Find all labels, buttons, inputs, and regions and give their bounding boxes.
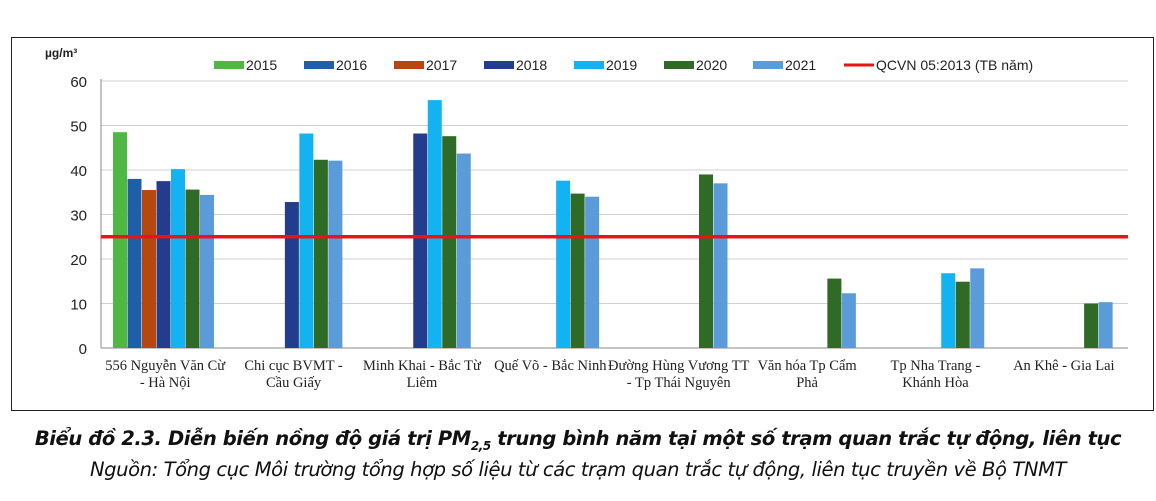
legend-swatch-2016 <box>304 61 334 69</box>
chart-caption-source: Nguồn: Tổng cục Môi trường tổng hợp số l… <box>90 458 1066 481</box>
bar-2021 <box>1098 302 1113 348</box>
bar-2021 <box>713 183 728 348</box>
bar-2021 <box>970 268 985 348</box>
bar-2018 <box>156 181 171 348</box>
x-category-label: - Tp Thái Nguyên <box>627 375 732 391</box>
x-category-label: Phả <box>796 375 818 391</box>
y-tick-label: 20 <box>70 252 87 269</box>
bar-2020 <box>1084 303 1099 348</box>
legend-swatch-2017 <box>394 61 424 69</box>
y-tick-label: 60 <box>70 74 87 91</box>
legend-label: 2015 <box>246 57 277 73</box>
chart-caption-title: Biểu đồ 2.3. Diễn biến nồng độ giá trị P… <box>34 427 1122 453</box>
bar-2020 <box>185 189 200 348</box>
bar-2020 <box>827 278 842 348</box>
legend-label: 2018 <box>516 57 547 73</box>
legend-label: 2016 <box>336 57 367 73</box>
bar-2021 <box>456 153 471 348</box>
bar-2020 <box>699 174 713 348</box>
bar-2020 <box>442 136 457 348</box>
bar-2021 <box>841 293 856 348</box>
y-unit-label: µg/m³ <box>45 46 77 60</box>
x-category-label: An Khê - Gia Lai <box>1013 358 1114 374</box>
y-tick-label: 40 <box>70 163 87 180</box>
legend-label: 2020 <box>696 57 727 73</box>
legend-swatch-2019 <box>574 61 604 69</box>
bar-2018 <box>284 202 299 348</box>
y-tick-label: 50 <box>70 119 87 136</box>
bar-2021 <box>200 194 214 348</box>
bar-2019 <box>941 273 956 348</box>
bar-2019 <box>427 100 442 348</box>
legend-swatch-2018 <box>484 61 514 69</box>
bar-2019 <box>299 133 314 348</box>
x-category-label: Liêm <box>407 375 438 391</box>
bar-2018 <box>413 133 428 348</box>
bar-2019 <box>171 169 185 348</box>
x-category-label: Đường Hùng Vương TT <box>608 358 749 374</box>
x-category-label: Văn hóa Tp Cẩm <box>757 358 857 374</box>
bar-2015 <box>113 132 127 348</box>
legend-label: 2019 <box>606 57 637 73</box>
bar-2017 <box>142 190 156 348</box>
bar-2021 <box>328 160 343 348</box>
x-category-label: Minh Khai - Bắc Từ <box>363 358 482 374</box>
x-category-label: 556 Nguyễn Văn Cừ <box>105 358 226 374</box>
bar-2020 <box>570 193 585 348</box>
pm25-bar-chart: 0 10 20 30 40 50 60 µg/m³ 556 Nguyễn Văn Cừ- Hà … <box>45 46 1128 391</box>
y-tick-label: 0 <box>79 341 87 358</box>
legend-label: 2017 <box>426 57 457 73</box>
bar-2020 <box>955 281 970 348</box>
bar-2019 <box>556 180 571 348</box>
legend-swatch-2020 <box>664 61 694 69</box>
y-tick-label: 10 <box>70 297 87 314</box>
x-category-label: Khánh Hòa <box>902 375 969 391</box>
bar-2016 <box>127 178 142 348</box>
legend-swatch-2015 <box>214 61 244 69</box>
x-category-label: Chi cục BVMT - <box>244 358 343 374</box>
x-category-label: Tp Nha Trang - <box>891 358 981 374</box>
legend-label: 2021 <box>785 57 816 73</box>
legend-swatch-2021 <box>753 61 783 69</box>
x-category-label: Quế Võ - Bắc Ninh <box>494 358 607 374</box>
bar-2020 <box>313 159 328 348</box>
y-tick-label: 30 <box>70 208 87 225</box>
x-category-label: Cầu Giấy <box>266 375 322 391</box>
bar-2021 <box>585 196 600 348</box>
legend-label: QCVN 05:2013 (TB năm) <box>876 57 1033 73</box>
x-category-label: - Hà Nội <box>140 375 191 391</box>
